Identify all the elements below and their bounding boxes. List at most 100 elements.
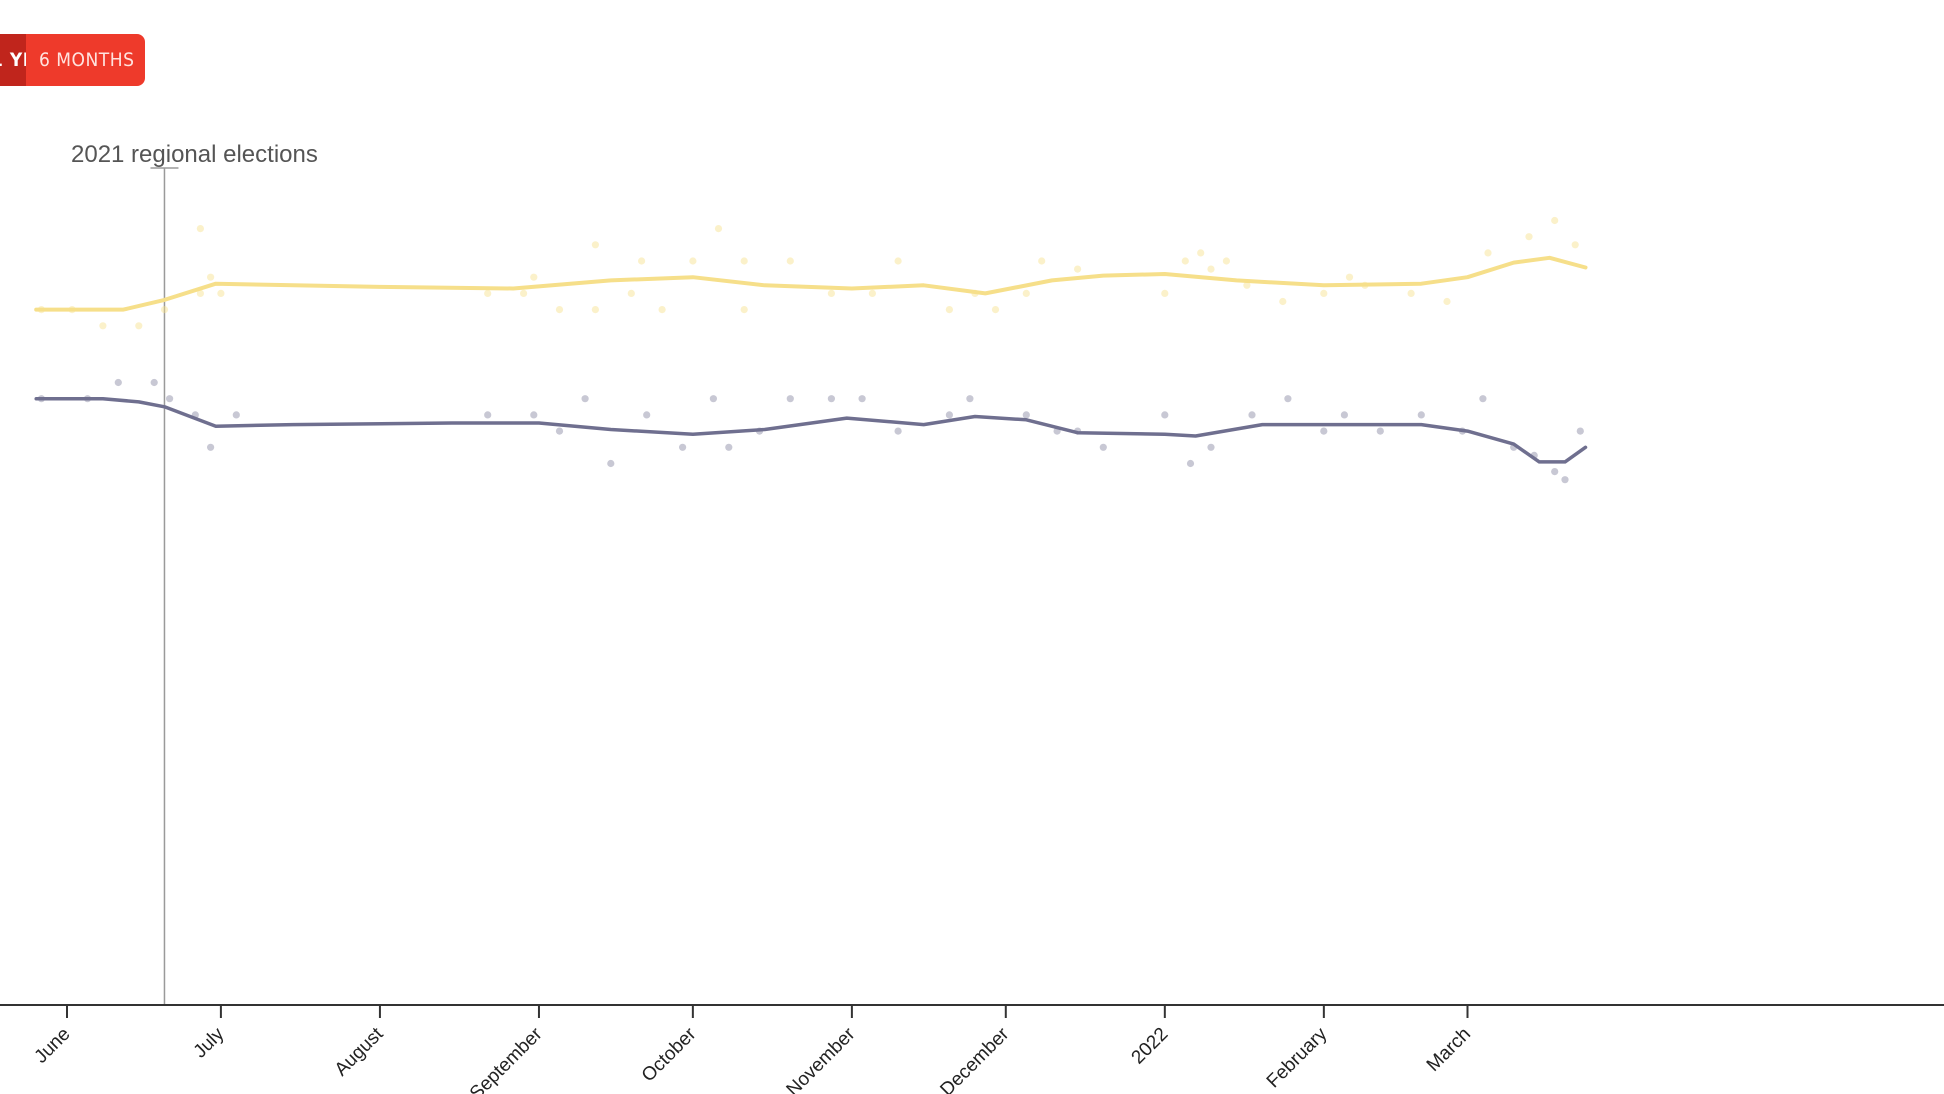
poll-point-yellow-25 <box>894 257 902 265</box>
poll-point-yellow-3 <box>135 322 143 330</box>
poll-point-navy-29 <box>1186 459 1195 468</box>
poll-point-yellow-29 <box>1022 289 1030 297</box>
poll-point-navy-2 <box>114 378 122 387</box>
x-tick-label-4: October <box>638 1023 701 1086</box>
poll-point-navy-43 <box>1576 427 1584 435</box>
poll-point-yellow-18 <box>689 257 697 265</box>
poll-point-yellow-17 <box>658 306 666 314</box>
x-tick-label-2: August <box>331 1023 388 1080</box>
x-tick-label-5: November <box>783 1023 860 1094</box>
poll-point-yellow-2 <box>99 322 107 330</box>
poll-point-yellow-30 <box>1038 257 1046 265</box>
poll-point-yellow-19 <box>714 225 723 233</box>
range-1-year-button[interactable]: 1 YEAR <box>0 34 26 86</box>
poll-point-yellow-11 <box>530 273 538 281</box>
trend-line-navy <box>34 396 1588 464</box>
poll-point-yellow-35 <box>1207 265 1215 273</box>
poll-point-navy-11 <box>581 395 589 403</box>
poll-point-navy-22 <box>945 411 954 419</box>
poll-point-yellow-12 <box>555 306 564 314</box>
x-tick-label-1: July <box>190 1023 229 1062</box>
poll-point-yellow-8 <box>217 289 225 297</box>
poll-point-navy-8 <box>484 411 492 419</box>
poll-point-navy-3 <box>150 378 158 387</box>
poll-point-navy-7 <box>232 411 240 419</box>
poll-point-yellow-16 <box>638 257 646 265</box>
poll-point-yellow-22 <box>786 257 794 265</box>
x-tick-label-9: March <box>1423 1024 1475 1076</box>
poll-point-navy-33 <box>1320 427 1328 435</box>
poll-point-yellow-47 <box>1571 241 1579 249</box>
annotation-label: 2021 regional elections <box>71 141 318 168</box>
poll-point-yellow-13 <box>591 306 600 314</box>
poll-point-navy-41 <box>1551 468 1559 476</box>
poll-point-navy-31 <box>1248 411 1256 419</box>
poll-point-yellow-42 <box>1407 289 1415 297</box>
poll-point-yellow-14 <box>591 241 600 249</box>
poll-point-yellow-6 <box>196 225 204 233</box>
poll-point-yellow-9 <box>484 289 492 297</box>
poll-point-navy-10 <box>555 427 564 435</box>
poll-point-yellow-37 <box>1243 281 1251 289</box>
poll-point-yellow-21 <box>740 306 748 314</box>
poll-points <box>37 216 1584 484</box>
x-tick-label-0: June <box>31 1024 75 1068</box>
poll-point-yellow-34 <box>1197 249 1205 257</box>
x-tick-label-7: 2022 <box>1128 1024 1173 1069</box>
poll-point-navy-35 <box>1376 427 1384 435</box>
x-tick-label-8: February <box>1263 1023 1332 1092</box>
poll-point-yellow-20 <box>740 257 748 265</box>
poll-point-navy-18 <box>786 395 794 403</box>
poll-point-navy-32 <box>1284 395 1292 403</box>
poll-point-navy-6 <box>207 443 215 451</box>
poll-point-yellow-46 <box>1551 216 1559 225</box>
poll-point-navy-27 <box>1099 443 1107 451</box>
poll-point-yellow-4 <box>160 306 169 314</box>
poll-point-yellow-28 <box>991 306 1000 314</box>
poll-point-navy-16 <box>725 443 733 451</box>
poll-point-navy-15 <box>709 395 718 403</box>
poll-point-yellow-38 <box>1279 297 1287 306</box>
range-6-months-button[interactable]: 6 MONTHS <box>26 34 146 86</box>
poll-point-navy-30 <box>1207 443 1215 451</box>
trend-line-yellow <box>34 255 1588 312</box>
poll-point-yellow-31 <box>1074 265 1082 273</box>
poll-point-navy-4 <box>166 395 174 403</box>
poll-point-navy-19 <box>827 395 836 403</box>
poll-point-navy-38 <box>1479 395 1487 403</box>
poll-point-navy-9 <box>530 411 538 419</box>
poll-point-navy-28 <box>1161 411 1169 419</box>
x-axis: June July August September October November De… <box>0 1004 1944 1094</box>
poll-point-yellow-15 <box>627 289 635 297</box>
poll-point-yellow-36 <box>1222 257 1230 265</box>
poll-point-navy-42 <box>1561 476 1569 484</box>
x-tick-label-3: September <box>466 1023 547 1094</box>
poll-point-yellow-32 <box>1161 289 1169 297</box>
poll-point-navy-14 <box>679 443 687 451</box>
poll-point-yellow-43 <box>1443 297 1451 306</box>
annotation-group: 2021 regional elections <box>71 141 318 1005</box>
poll-point-yellow-10 <box>520 289 528 297</box>
poll-point-yellow-44 <box>1484 249 1492 257</box>
range-toggle: 1 YEAR 6 MONTHS <box>0 34 146 86</box>
x-tick-label-6: December <box>936 1023 1013 1094</box>
poll-point-yellow-26 <box>945 306 954 314</box>
poll-point-yellow-33 <box>1181 257 1189 265</box>
poll-point-navy-20 <box>858 395 866 403</box>
poll-point-yellow-23 <box>827 289 836 297</box>
poll-point-navy-12 <box>607 459 615 468</box>
trend-lines <box>34 255 1588 464</box>
poll-point-navy-13 <box>643 411 651 419</box>
poll-point-navy-21 <box>894 427 902 435</box>
poll-point-yellow-40 <box>1345 273 1354 281</box>
poll-point-yellow-39 <box>1320 289 1328 297</box>
poll-point-navy-24 <box>1022 411 1030 419</box>
poll-point-navy-36 <box>1417 411 1425 419</box>
poll-point-navy-34 <box>1340 411 1348 419</box>
poll-point-yellow-45 <box>1525 233 1533 241</box>
poll-point-yellow-5 <box>196 289 204 297</box>
poll-point-yellow-24 <box>868 289 877 297</box>
poll-point-navy-23 <box>966 395 974 403</box>
poll-point-yellow-7 <box>207 273 215 281</box>
